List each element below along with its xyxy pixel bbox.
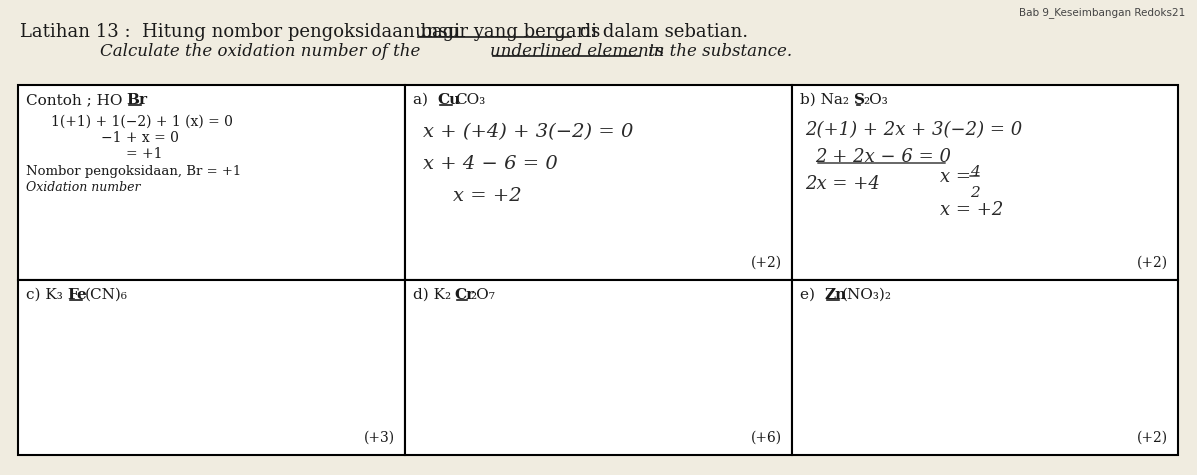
Text: (+2): (+2)	[1137, 256, 1168, 270]
Text: di dalam sebatian.: di dalam sebatian.	[575, 23, 748, 41]
Text: CO₃: CO₃	[455, 93, 485, 107]
Text: Calculate the oxidation number of the: Calculate the oxidation number of the	[101, 43, 426, 60]
Text: 2: 2	[970, 186, 980, 200]
Text: Fe: Fe	[67, 288, 86, 302]
Text: Zn: Zn	[824, 288, 846, 302]
Text: x + 4 − 6 = 0: x + 4 − 6 = 0	[423, 155, 558, 173]
Text: e): e)	[800, 288, 820, 302]
Text: ₂O₇: ₂O₇	[470, 288, 494, 302]
Text: = +1: = +1	[126, 147, 163, 161]
Text: a): a)	[413, 93, 433, 107]
Text: S: S	[853, 93, 865, 107]
Text: 2x = +4: 2x = +4	[806, 175, 880, 193]
Text: Latihan 13 :  Hitung nombor pengoksidaan bagi: Latihan 13 : Hitung nombor pengoksidaan …	[20, 23, 466, 41]
Text: x = +2: x = +2	[452, 187, 522, 205]
Polygon shape	[18, 280, 405, 455]
Text: Contoh ; HO: Contoh ; HO	[26, 93, 122, 107]
Text: 4: 4	[970, 165, 980, 179]
Polygon shape	[405, 85, 792, 280]
Polygon shape	[405, 280, 792, 455]
Text: underlined elements: underlined elements	[490, 43, 664, 60]
Polygon shape	[792, 280, 1178, 455]
Text: c) K₃: c) K₃	[26, 288, 62, 302]
Text: Bab 9_Keseimbangan Redoks21: Bab 9_Keseimbangan Redoks21	[1019, 7, 1185, 18]
Text: unsur yang bergaris: unsur yang bergaris	[415, 23, 600, 41]
Text: (+3): (+3)	[364, 431, 395, 445]
Polygon shape	[792, 85, 1178, 280]
Text: x + (+4) + 3(−2) = 0: x + (+4) + 3(−2) = 0	[423, 123, 633, 141]
Text: in the substance.: in the substance.	[643, 43, 792, 60]
Text: Cu: Cu	[437, 93, 461, 107]
Text: (NO₃)₂: (NO₃)₂	[841, 288, 892, 302]
Text: Cr: Cr	[454, 288, 474, 302]
Text: (+6): (+6)	[751, 431, 782, 445]
Text: −1 + x = 0: −1 + x = 0	[101, 131, 178, 145]
Text: d) K₂: d) K₂	[413, 288, 451, 302]
Text: 2 + 2x − 6 = 0: 2 + 2x − 6 = 0	[815, 148, 950, 166]
Text: Oxidation number: Oxidation number	[26, 181, 140, 194]
Polygon shape	[18, 85, 405, 280]
Text: Br: Br	[126, 93, 147, 107]
Text: (+2): (+2)	[1137, 431, 1168, 445]
Text: (CN)₆: (CN)₆	[85, 288, 128, 302]
Text: (+2): (+2)	[751, 256, 782, 270]
Text: x =: x =	[940, 168, 971, 186]
Text: ₂O₃: ₂O₃	[863, 93, 888, 107]
Text: b) Na₂: b) Na₂	[800, 93, 849, 107]
Text: Nombor pengoksidaan, Br = +1: Nombor pengoksidaan, Br = +1	[26, 165, 242, 178]
Text: 2(+1) + 2x + 3(−2) = 0: 2(+1) + 2x + 3(−2) = 0	[806, 121, 1022, 139]
Text: 1(+1) + 1(−2) + 1 (x) = 0: 1(+1) + 1(−2) + 1 (x) = 0	[51, 115, 233, 129]
Text: x = +2: x = +2	[940, 201, 1003, 219]
